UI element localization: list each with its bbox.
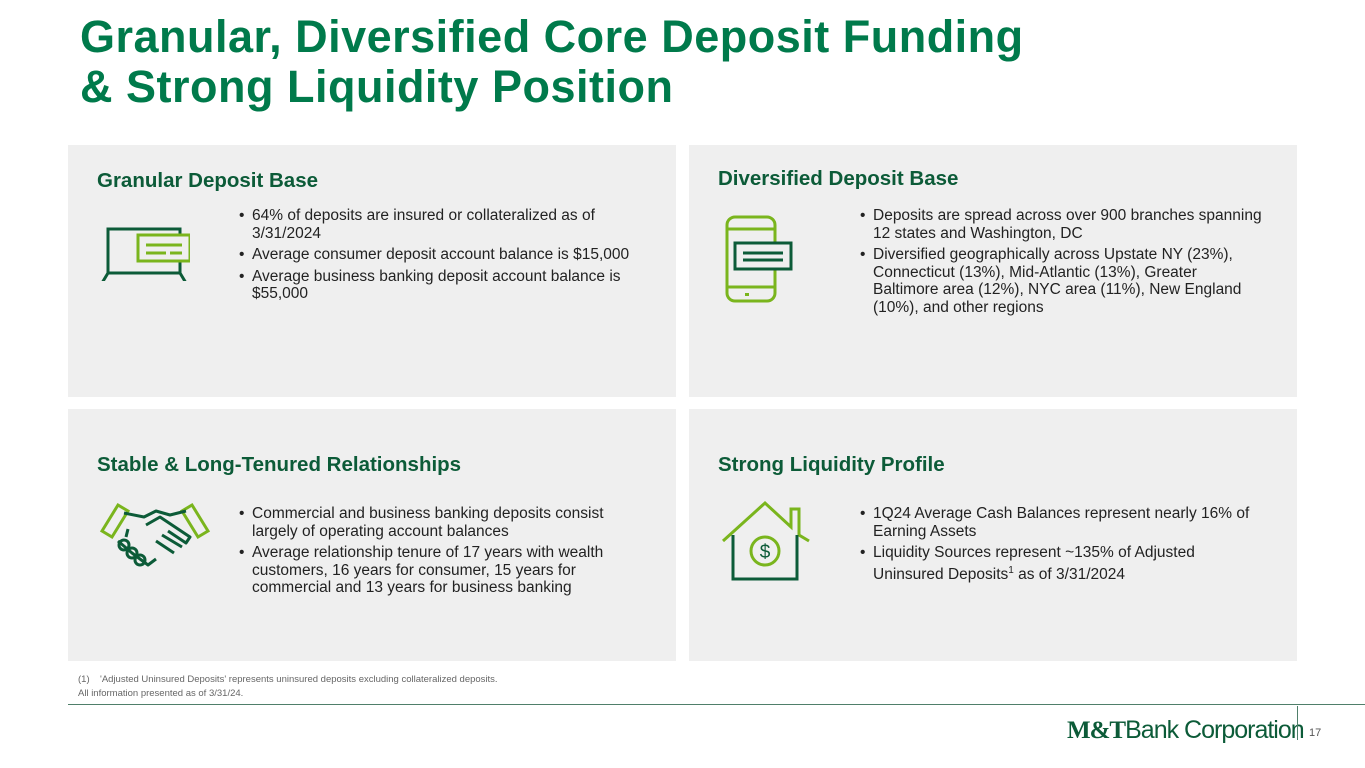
bullet-list: 64% of deposits are insured or collatera… [239,207,642,307]
title-line: Granular, Diversified Core Deposit Fundi… [80,11,1024,62]
bullet-list: 1Q24 Average Cash Balances represent nea… [860,505,1263,587]
bullet: Average consumer deposit account balance… [239,246,642,264]
svg-text:$: $ [760,542,771,563]
logo-text: Bank Corporation [1125,716,1305,744]
logo-divider [1297,706,1298,740]
panel-title: Granular Deposit Base [97,169,319,192]
panel-title: Strong Liquidity Profile [718,453,945,476]
phone-icon [725,215,793,303]
bullet: Average relationship tenure of 17 years … [239,544,642,597]
title-line: & Strong Liquidity Position [80,61,674,112]
bullet-text: Liquidity Sources represent ~135% of Adj… [873,544,1195,583]
footnote-text: 'Adjusted Uninsured Deposits' represents… [100,674,498,685]
bullet-list: Commercial and business banking deposits… [239,505,642,601]
logo-mark: M&T [1067,717,1126,744]
slide-title: Granular, Diversified Core Deposit Fundi… [80,12,1024,112]
panel: Strong Liquidity Profile $ 1Q24 Average … [689,409,1297,661]
panel: Diversified Deposit Base Deposits are sp… [689,145,1297,397]
footnote: (1) 'Adjusted Uninsured Deposits' represe… [78,674,498,685]
superscript: 1 [1008,564,1014,576]
page-number: 17 [1309,727,1322,739]
bullet-text: as of 3/31/2024 [1013,565,1125,583]
bullet: 64% of deposits are insured or collatera… [239,207,642,242]
house-icon: $ [721,500,810,581]
bullet: Average business banking deposit account… [239,268,642,303]
bullet: Liquidity Sources represent ~135% of Adj… [860,544,1263,583]
bullet: Commercial and business banking deposits… [239,505,642,540]
panel: Stable & Long-Tenured Relationships Comm… [68,409,676,661]
footnote-marker: (1) [78,674,90,685]
panel-title: Diversified Deposit Base [718,167,959,190]
laptop-icon [101,227,190,281]
footer-rule [68,704,1365,705]
handshake-icon [99,502,211,567]
bullet: 1Q24 Average Cash Balances represent nea… [860,505,1263,540]
bullet: Diversified geographically across Upstat… [860,246,1263,316]
footnote-note: All information presented as of 3/31/24. [78,688,244,699]
bullet-list: Deposits are spread across over 900 bran… [860,207,1263,320]
logo: M&TBank Corporation [1067,716,1305,745]
panel: Granular Deposit Base 64% of deposits ar… [68,145,676,397]
bullet: Deposits are spread across over 900 bran… [860,207,1263,242]
panel-title: Stable & Long-Tenured Relationships [97,453,462,476]
